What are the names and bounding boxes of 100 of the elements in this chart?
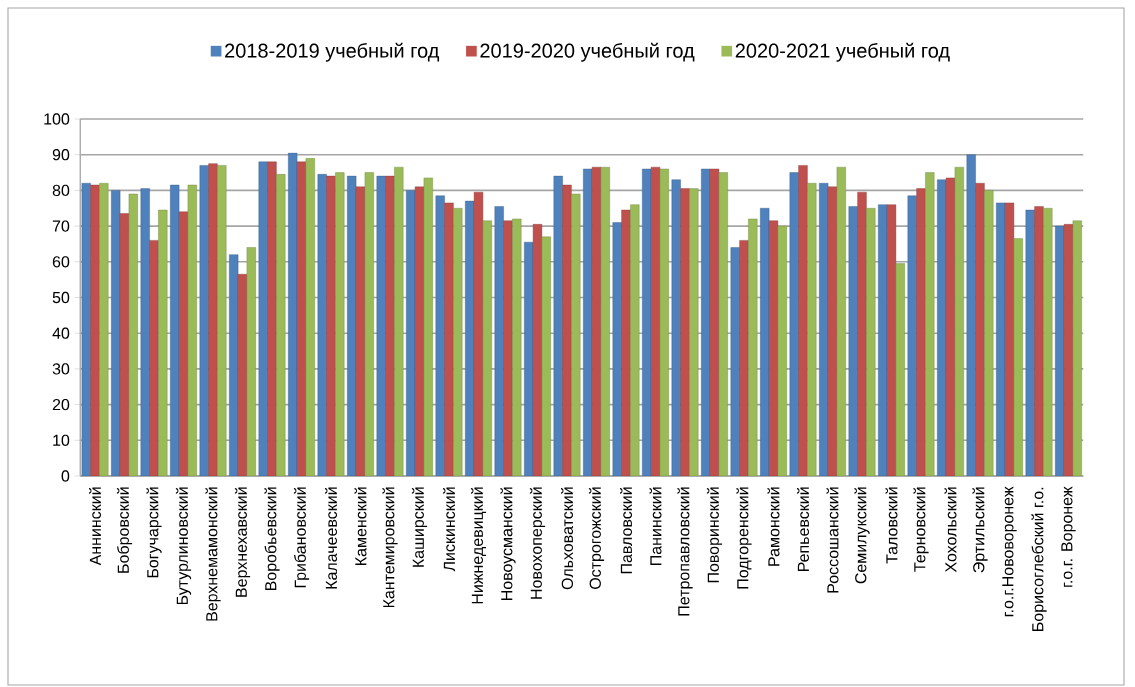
bar: [612, 222, 622, 476]
x-tick-label: Поворинский: [706, 487, 723, 583]
bar: [954, 167, 964, 476]
x-tick-label: Каменский: [354, 487, 367, 565]
bar: [807, 183, 817, 476]
bar: [748, 218, 758, 476]
bar: [99, 183, 109, 476]
bar: [532, 224, 543, 476]
bar: [276, 174, 286, 476]
bar: [798, 165, 808, 476]
bar: [916, 188, 926, 476]
bar: [553, 175, 563, 476]
x-tick-label: Воробьевский: [264, 487, 280, 591]
bar: [886, 204, 897, 476]
y-tick-label: 100: [44, 113, 70, 125]
bar: [119, 213, 130, 476]
bar: [258, 161, 268, 476]
x-tick-label: Калачеевский: [324, 487, 338, 589]
bar: [444, 202, 454, 476]
bar: [925, 172, 935, 476]
bar: [385, 175, 395, 476]
bar: [966, 154, 976, 476]
bar: [975, 183, 985, 476]
bar: [453, 208, 463, 476]
x-tick-label: Павловский: [619, 487, 633, 574]
legend-label: 2018-2019 учебный год: [225, 42, 440, 62]
bar: [768, 220, 779, 476]
bar: [503, 220, 513, 476]
x-tick-label: Лискинский: [442, 487, 456, 572]
x-tick-label: Бутурлиновский: [175, 487, 192, 605]
bar: [866, 208, 876, 476]
bar: [199, 165, 209, 476]
x-tick-label: Хохольский: [944, 487, 957, 573]
bar: [376, 175, 386, 476]
bar: [827, 186, 838, 476]
bar: [1004, 202, 1015, 476]
bar: [435, 195, 445, 476]
x-tick-label: Верхнехавский: [234, 487, 251, 597]
bar: [237, 274, 248, 476]
x-tick-label: Рамонский: [767, 487, 780, 566]
y-tick-label: 70: [52, 220, 70, 232]
bar: [246, 247, 256, 476]
bar: [600, 167, 610, 476]
x-tick-label: Репьевский: [796, 487, 810, 572]
bar: [895, 263, 905, 476]
bar: [621, 209, 631, 476]
x-tick-label: Россошанский: [826, 487, 839, 593]
bar: [90, 184, 100, 476]
y-tick-label: 60: [52, 256, 70, 268]
y-tick-label: 20: [52, 398, 70, 411]
bar: [777, 225, 787, 476]
bar: [689, 188, 699, 476]
bar: [482, 220, 492, 476]
bar: [945, 177, 956, 476]
bar: [739, 240, 749, 476]
y-tick-label: 10: [53, 434, 70, 446]
x-tick-label: Новохоперский: [529, 487, 546, 599]
legend-label: 2019-2020 учебный год: [480, 42, 695, 62]
bar: [730, 247, 740, 476]
x-tick-label: Богучарский: [146, 487, 162, 578]
bar: [659, 168, 669, 476]
bar: [571, 193, 581, 476]
bar: [848, 206, 858, 476]
x-tick-label: Бобровский: [116, 487, 133, 573]
bar: [394, 167, 404, 476]
bar: [267, 161, 277, 476]
x-tick-label: Нижнедевицкий: [470, 487, 487, 604]
legend-label: 2020-2021 учебный год: [735, 42, 950, 62]
y-tick-label: 50: [52, 291, 70, 304]
x-tick-label: Терновский: [913, 487, 929, 572]
x-tick-label: Ольховатский: [560, 487, 574, 590]
bar: [650, 167, 661, 476]
bar: [1025, 209, 1035, 476]
x-tick-label: Петропавловский: [677, 487, 693, 616]
bar: [630, 204, 640, 476]
bar: [512, 218, 522, 476]
x-tick-label: Семилукский: [854, 487, 870, 584]
y-tick-label: 40: [52, 327, 70, 339]
x-tick-label: Панинский: [649, 487, 662, 565]
x-tick-label: Аннинский: [88, 487, 102, 566]
bar: [718, 172, 728, 476]
bar: [671, 179, 681, 476]
bar: [680, 188, 690, 476]
x-tick-label: Каширский: [411, 487, 428, 567]
bar: [208, 163, 218, 476]
bar: [335, 172, 345, 476]
x-tick-label: Острогожский: [588, 487, 605, 589]
x-tick-label: Эртильский: [972, 487, 988, 573]
bar: [1063, 224, 1074, 476]
bar: [364, 172, 374, 476]
bar: [317, 174, 327, 476]
bar: [1072, 220, 1082, 476]
bar: [305, 158, 315, 476]
x-tick-label: г.о.г. Воронеж: [1061, 486, 1076, 587]
x-tick-label: Кантемировский: [382, 487, 398, 608]
bar: [128, 193, 138, 476]
x-tick-label: Таловский: [885, 487, 898, 564]
x-tick-label: Новоусманский: [500, 487, 516, 601]
bar: [326, 175, 336, 476]
bar: [187, 184, 197, 476]
